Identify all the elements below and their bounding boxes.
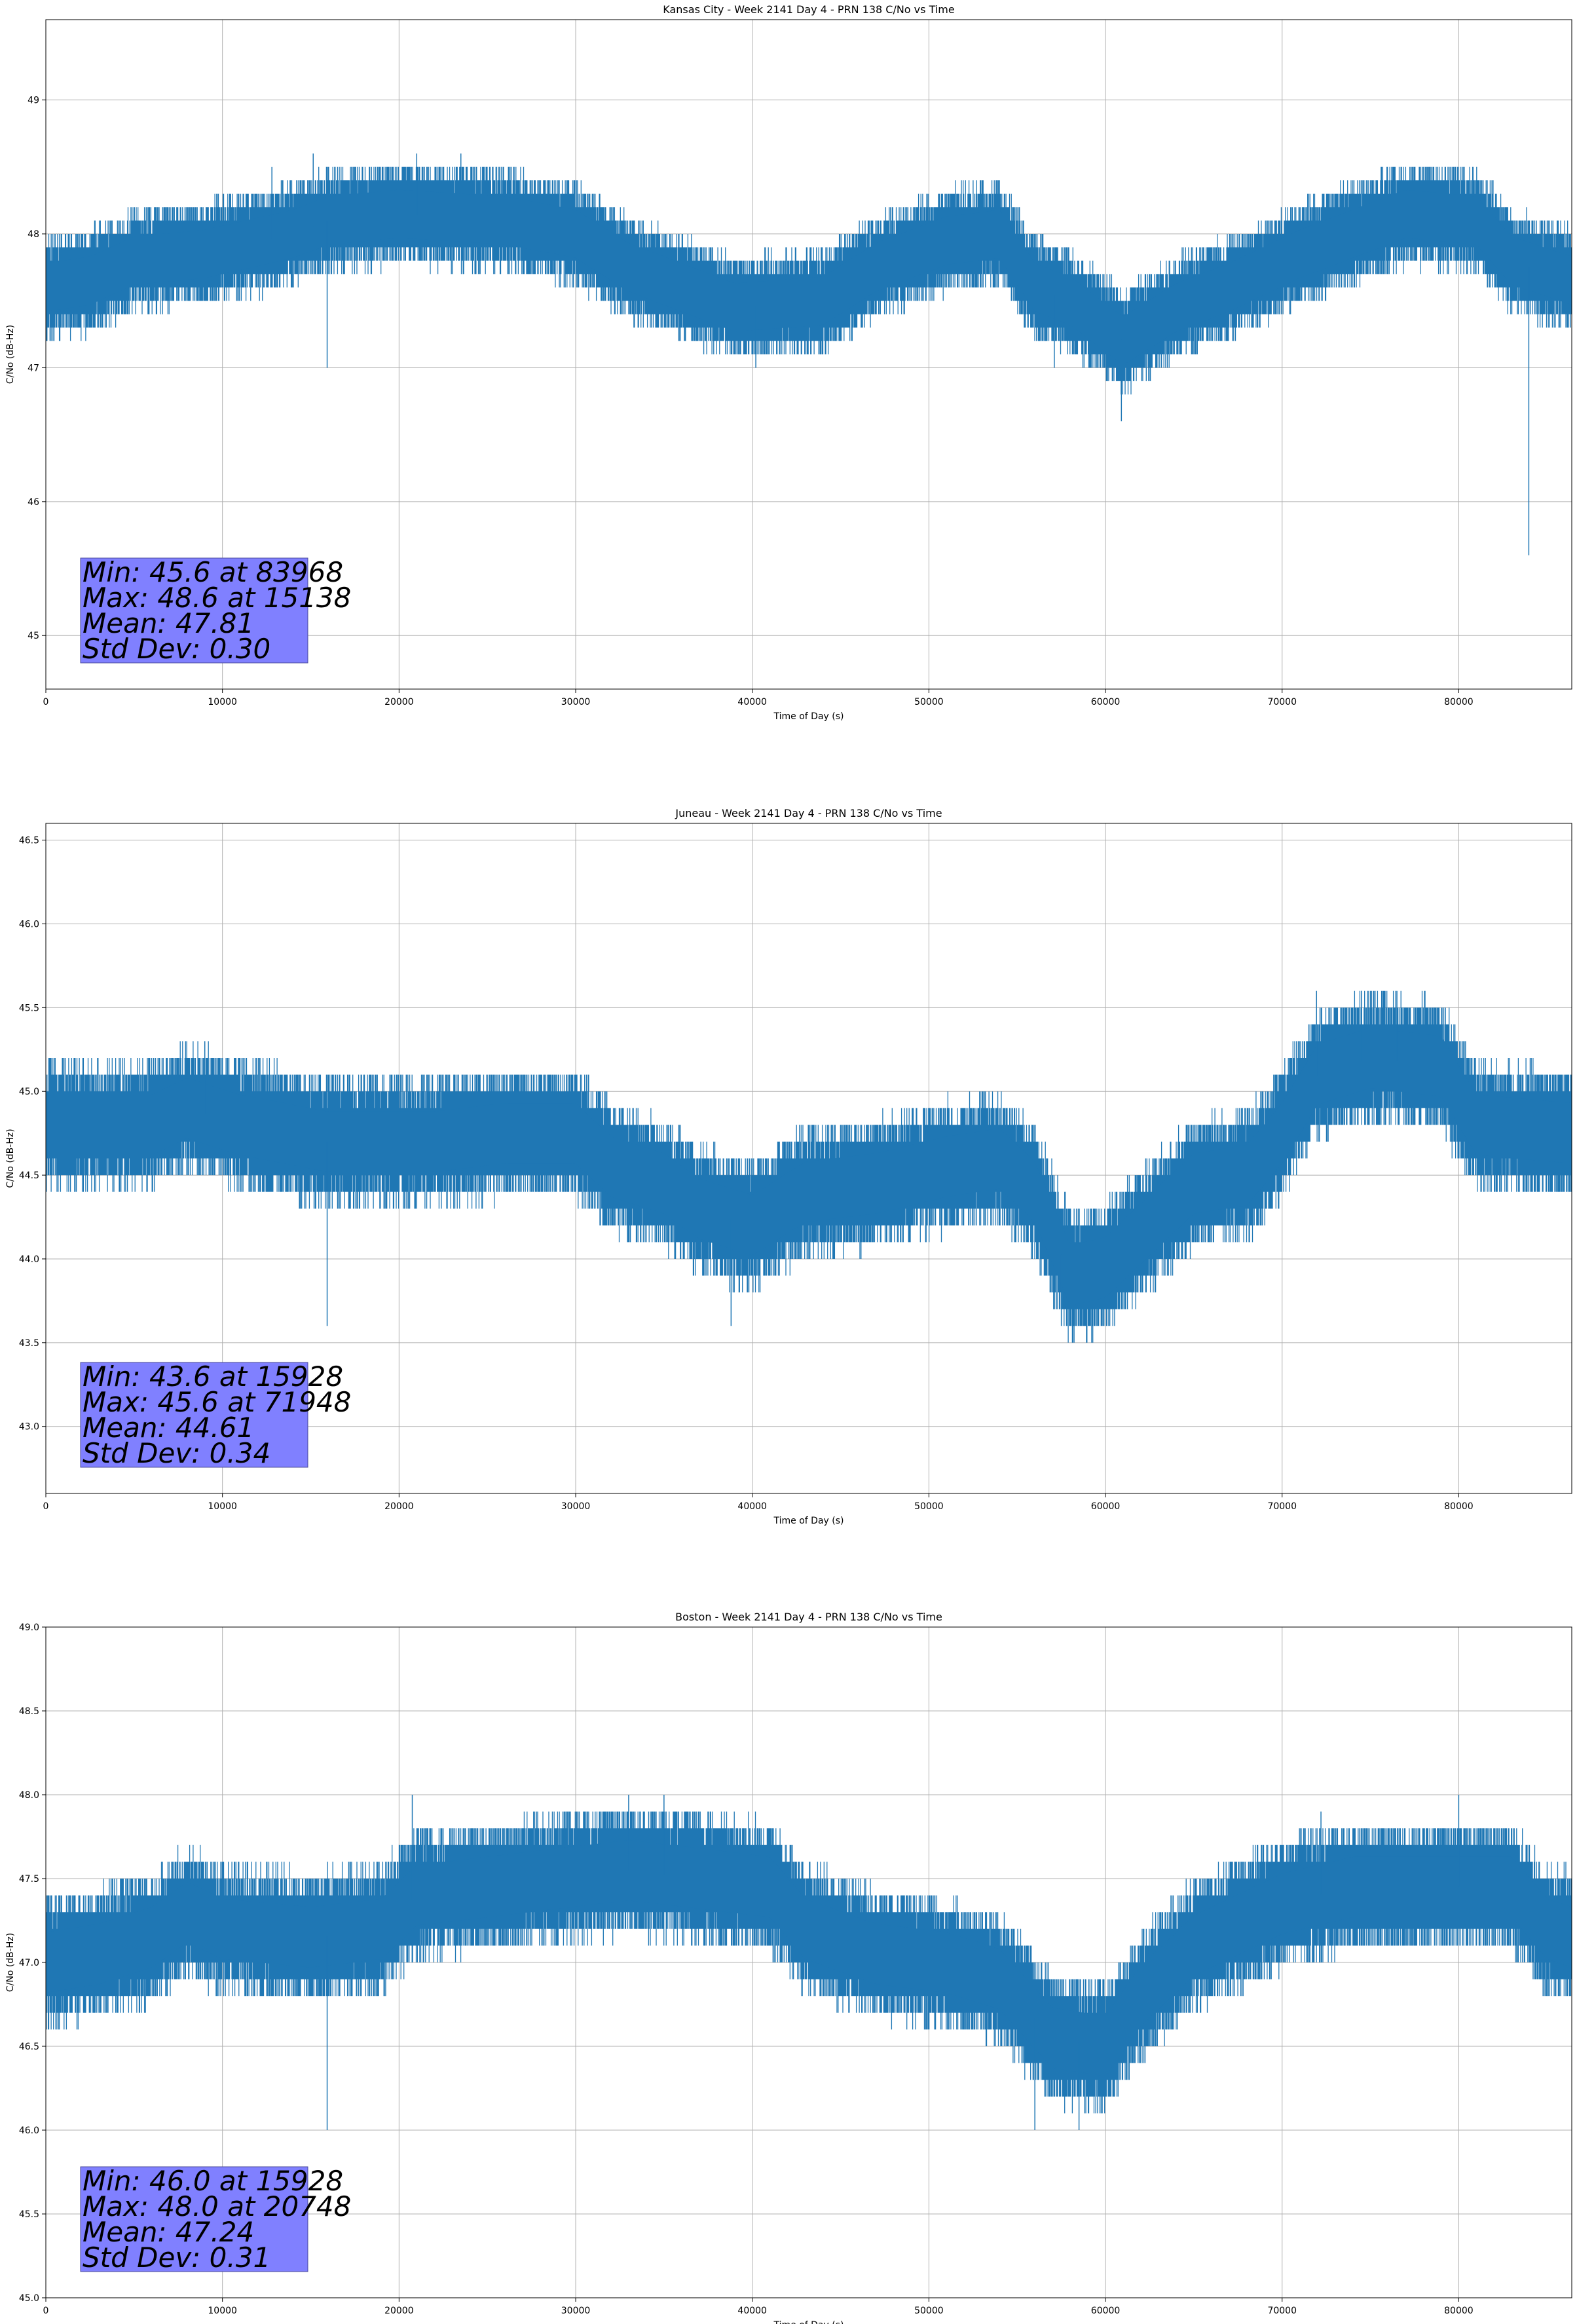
y-tick-label: 47 <box>28 363 39 373</box>
chart-panel-1: 0 10000 20000 30000 40000 50000 60000 70000 8000… <box>5 3 1572 722</box>
stats-box <box>80 2166 308 2272</box>
stats-line: Mean: 47.24 <box>83 2216 254 2248</box>
x-tick-label: 0 <box>43 2306 49 2316</box>
y-tick-label: 47.0 <box>19 1958 39 1968</box>
x-tick-label: 0 <box>43 1501 49 1512</box>
x-tick-label: 60000 <box>1091 697 1121 707</box>
x-axis-label: Time of Day (s) <box>773 711 844 722</box>
axes-frame <box>45 823 1572 1494</box>
x-tick-label: 80000 <box>1444 2306 1474 2316</box>
x-tick-label: 70000 <box>1267 697 1297 707</box>
y-tick-label: 46.5 <box>19 2042 39 2052</box>
series-cno-band <box>46 1028 1572 1305</box>
chart-title: Kansas City - Week 2141 Day 4 - PRN 138 … <box>663 3 954 16</box>
x-tick-label: 10000 <box>208 2306 237 2316</box>
stats-box <box>80 557 308 664</box>
x-tick-label: 30000 <box>561 2306 591 2316</box>
series-cno-band <box>46 1840 1572 2076</box>
series-cno-band <box>46 189 1572 364</box>
chart-title: Boston - Week 2141 Day 4 - PRN 138 C/No … <box>675 1611 942 1623</box>
x-tick-label: 50000 <box>914 2306 944 2316</box>
x-tick-label: 40000 <box>737 1501 767 1512</box>
stats-line: Max: 48.0 at 20748 <box>83 2190 351 2222</box>
y-axis-label: C/No (dB-Hz) <box>5 1129 16 1188</box>
chart-title: Juneau - Week 2141 Day 4 - PRN 138 C/No … <box>675 807 942 819</box>
stats-line: Min: 45.6 at 83968 <box>83 556 343 588</box>
stats-line: Std Dev: 0.31 <box>83 2241 270 2274</box>
x-tick-label: 20000 <box>384 2306 414 2316</box>
y-axis-label: C/No (dB-Hz) <box>5 1933 16 1992</box>
y-tick-label: 45 <box>28 631 39 641</box>
y-tick-label: 46 <box>28 497 39 508</box>
stats-box <box>80 1362 308 1468</box>
x-tick-label: 70000 <box>1267 1501 1297 1512</box>
y-tick-label: 44.5 <box>19 1171 39 1181</box>
x-tick-label: 80000 <box>1444 1501 1474 1512</box>
x-tick-label: 70000 <box>1267 2306 1297 2316</box>
chart-panel-2: 0 10000 20000 30000 40000 50000 60000 70000 8000… <box>5 807 1572 1526</box>
x-axis-label: Time of Day (s) <box>773 1516 844 1526</box>
stats-line: Max: 48.6 at 15138 <box>83 582 351 614</box>
y-tick-label: 45.5 <box>19 2209 39 2220</box>
x-tick-label: 0 <box>43 697 49 707</box>
chart-panel-3: 0 10000 20000 30000 40000 50000 60000 70000 8000… <box>5 1611 1572 2324</box>
y-tick-label: 43.0 <box>19 1422 39 1433</box>
y-tick-label: 45.0 <box>19 2293 39 2304</box>
x-tick-label: 20000 <box>384 1501 414 1512</box>
y-axis-label: C/No (dB-Hz) <box>5 325 16 384</box>
y-tick-label: 46.5 <box>19 836 39 846</box>
y-tick-label: 49 <box>28 96 39 106</box>
x-axis-label: Time of Day (s) <box>773 2320 844 2324</box>
y-tick-label: 48.5 <box>19 1706 39 1717</box>
y-tick-label: 44.0 <box>19 1254 39 1265</box>
x-tick-label: 40000 <box>737 2306 767 2316</box>
x-tick-label: 50000 <box>914 697 944 707</box>
y-tick-label: 46.0 <box>19 919 39 929</box>
stats-line: Mean: 44.61 <box>83 1412 254 1444</box>
x-tick-label: 60000 <box>1091 2306 1121 2316</box>
stats-line: Std Dev: 0.34 <box>83 1437 270 1469</box>
y-tick-label: 49.0 <box>19 1622 39 1633</box>
y-tick-label: 46.0 <box>19 2126 39 2136</box>
y-tick-label: 45.0 <box>19 1087 39 1097</box>
x-tick-label: 60000 <box>1091 1501 1121 1512</box>
stats-line: Mean: 47.81 <box>83 607 254 639</box>
x-tick-label: 50000 <box>914 1501 944 1512</box>
stats-line: Std Dev: 0.30 <box>83 633 270 665</box>
y-tick-label: 43.5 <box>19 1338 39 1349</box>
x-tick-label: 40000 <box>737 697 767 707</box>
y-tick-label: 48 <box>28 229 39 240</box>
y-tick-label: 47.5 <box>19 1874 39 1884</box>
stats-line: Min: 43.6 at 15928 <box>83 1360 343 1393</box>
x-tick-label: 10000 <box>208 697 237 707</box>
x-tick-label: 20000 <box>384 697 414 707</box>
x-tick-label: 30000 <box>561 1501 591 1512</box>
x-tick-label: 10000 <box>208 1501 237 1512</box>
stats-line: Min: 46.0 at 15928 <box>83 2165 343 2197</box>
x-tick-label: 30000 <box>561 697 591 707</box>
y-tick-label: 45.5 <box>19 1003 39 1013</box>
y-tick-label: 48.0 <box>19 1790 39 1801</box>
stats-line: Max: 45.6 at 71948 <box>83 1386 351 1418</box>
axes-frame <box>45 19 1572 690</box>
x-tick-label: 80000 <box>1444 697 1474 707</box>
